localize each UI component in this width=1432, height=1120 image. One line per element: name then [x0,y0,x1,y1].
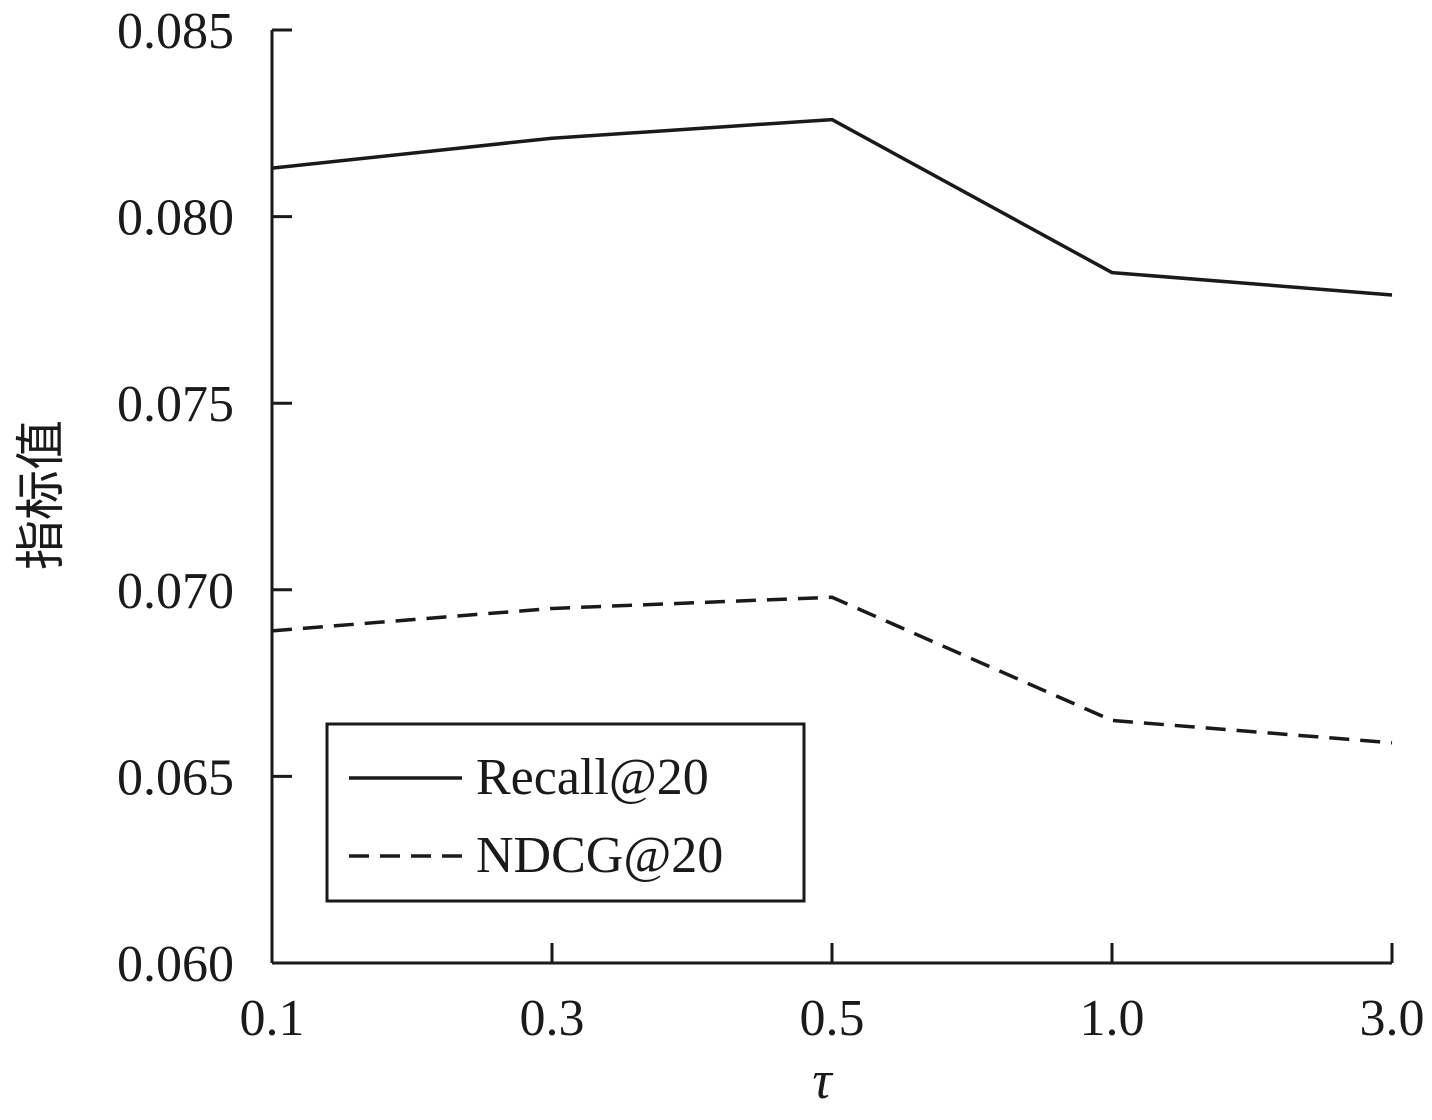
series-line-ndcg-20 [271,595,1393,745]
legend-box [325,722,806,903]
series-line-recall-20 [271,117,1393,297]
series-group [271,117,1393,745]
legend: Recall@20 NDCG@20 [325,722,806,903]
y-tick-label: 0.075 [117,376,234,433]
x-tick-label: 0.1 [240,990,305,1047]
y-tick-label: 0.070 [117,563,234,620]
y-tick-label: 0.080 [117,190,234,247]
x-axis-title: τ [812,1050,833,1110]
legend-label-recall: Recall@20 [476,749,709,806]
x-tick-label: 1.0 [1080,990,1145,1047]
y-tick-label: 0.060 [117,936,234,993]
y-tick-label: 0.085 [117,3,234,60]
legend-label-ndcg: NDCG@20 [476,827,723,884]
y-axis-title: 指标值 [12,420,70,570]
x-tick-label: 3.0 [1360,990,1425,1047]
x-axis-ticks: 0.1 0.3 0.5 1.0 3.0 [240,943,1425,1047]
x-tick-label: 0.5 [800,990,865,1047]
y-tick-label: 0.065 [117,749,234,806]
y-axis-ticks: 0.060 0.065 0.070 0.075 0.080 0.085 [117,3,292,993]
x-tick-label: 0.3 [520,990,585,1047]
